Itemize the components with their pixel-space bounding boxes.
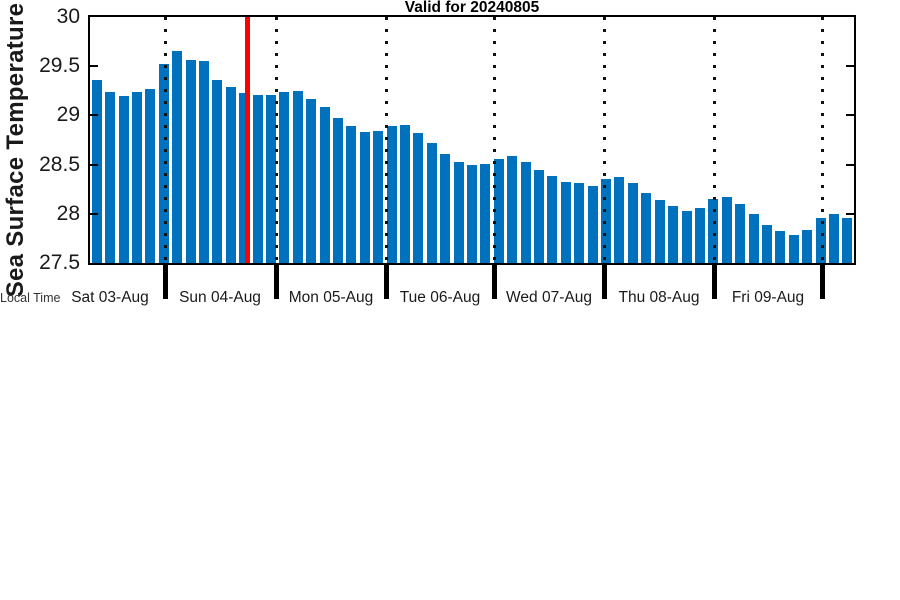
bar <box>333 118 343 263</box>
bar <box>359 132 370 263</box>
x-axis-day-tick <box>492 263 497 299</box>
bar <box>373 131 384 263</box>
bar <box>265 94 276 263</box>
day-boundary-gridline <box>603 17 606 263</box>
bar <box>145 88 156 263</box>
bar <box>815 217 826 263</box>
day-boundary-gridline <box>275 17 278 263</box>
bar <box>627 183 638 263</box>
bar <box>775 230 786 263</box>
bar <box>654 200 665 263</box>
bar <box>440 153 451 263</box>
y-tick-right <box>846 65 854 68</box>
plot-area: Sat 03-Aug Sun 04-Aug Mon 05-Aug Tue 06-Aug… <box>71 15 856 306</box>
y-tick-left <box>90 65 98 68</box>
day-boundary-gridline <box>713 17 716 263</box>
current-time-marker-line <box>244 17 250 263</box>
x-axis-day-tick <box>384 263 389 299</box>
bar <box>614 177 625 263</box>
bar <box>319 106 330 263</box>
y-tick-label: 29 <box>56 103 80 127</box>
day-boundary-gridline <box>385 17 388 263</box>
y-tick-label: 29.5 <box>39 54 80 78</box>
y-tick-label: 28 <box>56 201 80 225</box>
day-boundary-gridline <box>493 17 496 263</box>
y-tick-right <box>846 212 854 215</box>
x-axis-day-tick <box>274 263 279 299</box>
bar <box>131 91 142 263</box>
bar <box>721 197 732 263</box>
bar <box>279 91 290 263</box>
bar <box>681 210 692 263</box>
x-day-label: Fri 09-Aug <box>731 289 805 306</box>
chart-title: Valid for 20240805 <box>404 0 540 16</box>
bar <box>694 207 705 263</box>
bar <box>198 61 209 263</box>
x-axis-day-tick <box>602 263 607 299</box>
x-axis-day-tick <box>820 263 825 299</box>
bar <box>641 193 652 263</box>
bar <box>480 163 491 263</box>
bar <box>413 133 424 263</box>
x-day-label: Mon 05-Aug <box>288 289 374 306</box>
bar <box>534 169 544 263</box>
bar <box>507 155 518 263</box>
day-boundary-gridline <box>164 17 167 263</box>
bar <box>252 94 263 263</box>
x-day-label: Tue 06-Aug <box>399 289 481 306</box>
bar <box>828 213 839 263</box>
x-axis-corner-label: Local Time <box>0 291 61 305</box>
y-tick-right <box>846 163 854 166</box>
bar <box>292 90 303 263</box>
bar <box>601 179 611 263</box>
x-day-label: Sat 03-Aug <box>71 289 149 306</box>
bar <box>225 86 236 263</box>
y-tick-label: 27.5 <box>39 251 80 274</box>
x-axis-day-tick <box>163 263 168 299</box>
bar <box>91 80 102 263</box>
bar <box>735 204 746 263</box>
x-day-label: Wed 07-Aug <box>506 289 592 306</box>
bar <box>761 224 772 263</box>
x-axis-day-tick <box>712 263 717 299</box>
x-day-label: Thu 08-Aug <box>618 289 700 306</box>
x-day-label: Sun 04-Aug <box>179 289 261 306</box>
bar <box>748 213 759 263</box>
bar <box>520 161 531 263</box>
bar <box>668 205 679 263</box>
bar <box>842 217 853 263</box>
y-tick-right <box>846 114 854 117</box>
bar <box>172 51 183 263</box>
bar <box>560 182 571 263</box>
bar <box>587 186 598 263</box>
bar <box>788 235 799 263</box>
bar <box>467 164 477 263</box>
bar <box>547 176 558 263</box>
bar <box>185 60 196 263</box>
y-tick-label: 28.5 <box>39 152 80 176</box>
bar <box>239 92 250 263</box>
bar <box>386 126 397 263</box>
y-tick-left <box>90 114 98 117</box>
bar <box>306 98 317 263</box>
bar <box>493 158 504 263</box>
bar <box>105 91 116 263</box>
bar <box>118 95 129 263</box>
bar <box>400 125 410 263</box>
y-tick-left <box>90 163 98 166</box>
bar <box>574 183 585 263</box>
bar <box>426 143 437 263</box>
bar <box>802 229 813 263</box>
bar <box>212 80 223 263</box>
bar <box>453 161 464 263</box>
bar <box>158 64 169 263</box>
y-tick-left <box>90 212 98 215</box>
day-boundary-gridline <box>821 17 824 263</box>
y-tick-label: 30 <box>56 5 80 28</box>
bar <box>346 126 357 263</box>
